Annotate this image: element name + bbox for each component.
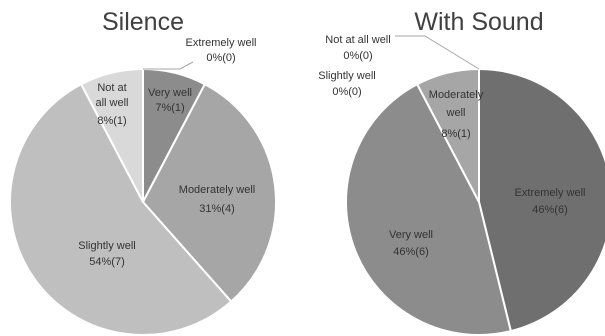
label-silence-moderately-well: Moderately well xyxy=(179,184,255,196)
value-with-sound-not-at-all-well: 0%(0) xyxy=(343,50,372,62)
label-silence-slightly-well: Slightly well xyxy=(78,240,135,252)
pie-silence xyxy=(9,67,277,336)
label-silence-extremely-well: Extremely well xyxy=(186,37,257,49)
value-with-sound-extremely-well: 46%(6) xyxy=(532,204,567,216)
label-with-sound-slightly-well: Slightly well xyxy=(318,70,375,82)
chart-title-with-sound: With Sound xyxy=(414,8,543,36)
label-with-sound-extremely-well: Extremely well xyxy=(515,187,586,199)
label-silence-not-at-all-well-line1: Not at xyxy=(97,82,126,94)
value-silence-not-at-all-well: 8%(1) xyxy=(97,115,126,127)
pie-slice-silence-moderately-well xyxy=(141,82,277,303)
label-with-sound-very-well: Very well xyxy=(389,229,433,241)
value-with-sound-very-well: 46%(6) xyxy=(393,246,428,258)
value-silence-slightly-well: 54%(7) xyxy=(89,256,124,268)
value-with-sound-slightly-well: 0%(0) xyxy=(332,86,361,98)
leader-line-silence-extremely-well xyxy=(143,61,194,70)
value-silence-extremely-well: 0%(0) xyxy=(206,52,235,64)
label-silence-very-well: Very well xyxy=(148,87,192,99)
leader-line-with-sound-not-at-all-well xyxy=(395,35,480,70)
chart-title-silence: Silence xyxy=(102,8,184,36)
pie-with-sound xyxy=(345,67,605,336)
label-silence-not-at-all-well-line2: all well xyxy=(95,97,128,109)
pie-slice-with-sound-extremely-well xyxy=(478,67,605,333)
label-with-sound-moderately-well-line2: well xyxy=(446,107,466,119)
value-silence-very-well: 7%(1) xyxy=(155,102,184,114)
pie-slice-silence-slightly-well xyxy=(9,82,233,336)
pie-slice-with-sound-very-well xyxy=(345,82,513,336)
value-silence-moderately-well: 31%(4) xyxy=(199,203,234,215)
label-with-sound-not-at-all-well: Not at all well xyxy=(325,34,390,46)
label-with-sound-moderately-well-line1: Moderately xyxy=(429,89,484,101)
pie-slice-silence-not-at-all-well xyxy=(79,67,144,203)
value-with-sound-moderately-well: 8%(1) xyxy=(441,128,470,140)
